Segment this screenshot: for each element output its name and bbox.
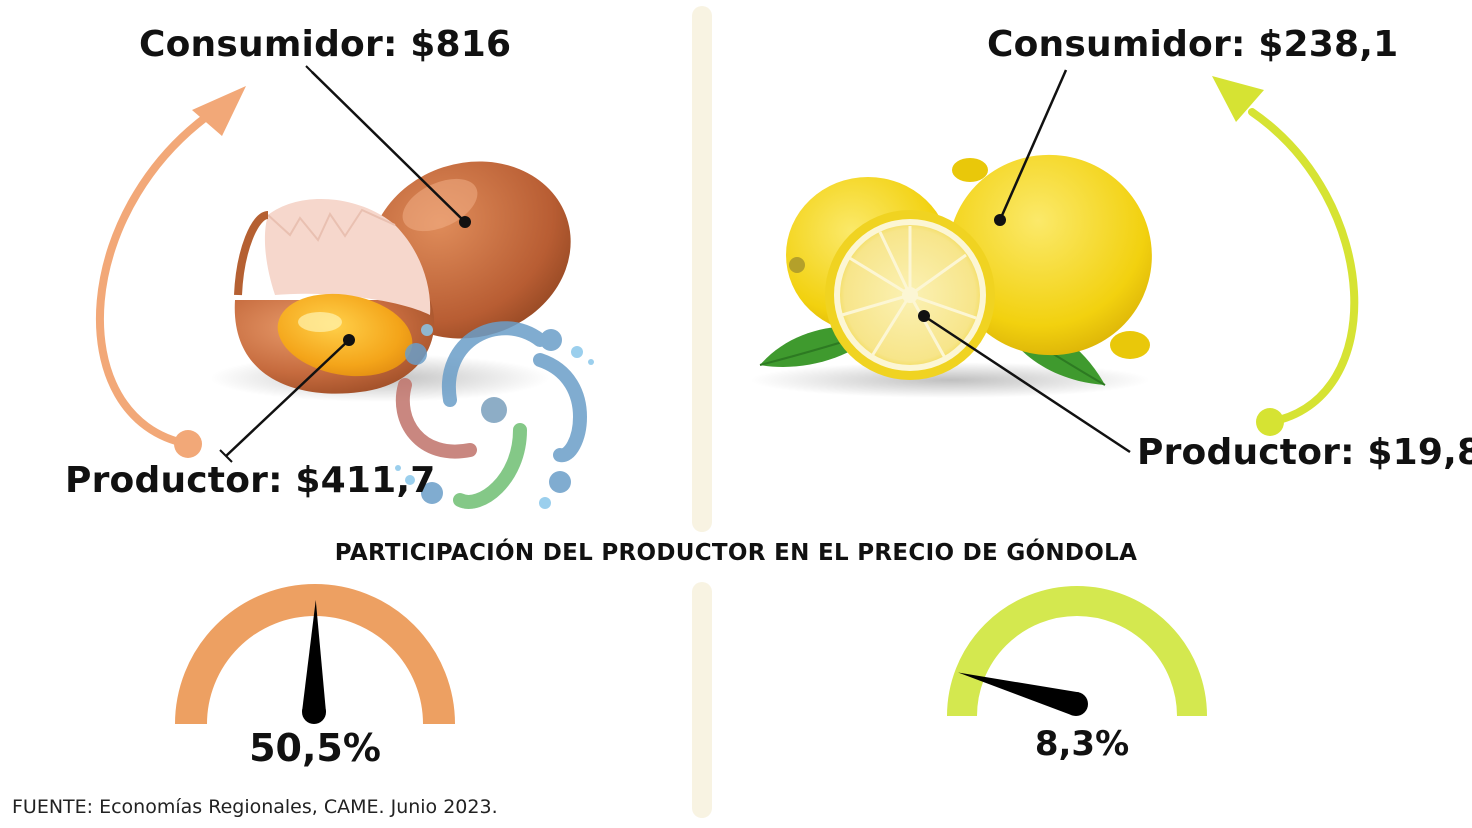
lemons-share-label: 8,3%	[1034, 724, 1130, 764]
curved-arrow-icon-eggs	[95, 86, 246, 458]
egg-pointer-lines	[219, 65, 471, 463]
gauge-icon-lemons	[947, 586, 1207, 717]
lemon-pointer-lines	[918, 69, 1131, 454]
eggs-consumer-price: Consumidor: $816	[139, 24, 512, 65]
eggs-producer-price: Productor: $411,7	[65, 460, 436, 501]
section-title: PARTICIPACIÓN DEL PRODUCTOR EN EL PRECIO…	[334, 540, 1138, 566]
curved-arrow-icon-lemons	[1212, 76, 1359, 436]
spiral-logo-watermark	[395, 321, 594, 509]
gauge-icon-eggs	[175, 584, 455, 725]
eggs-share-label: 50,5%	[249, 726, 381, 770]
divider-top	[692, 6, 712, 532]
lemon-illustration	[750, 154, 1152, 398]
lemons-producer-price: Productor: $19,8	[1137, 432, 1472, 473]
divider-bottom	[692, 582, 712, 818]
lemons-consumer-price: Consumidor: $238,1	[987, 24, 1399, 65]
illustration-layer	[95, 65, 1359, 509]
gauge-needle-lemons	[958, 672, 1088, 716]
gauge-needle-eggs	[302, 600, 326, 724]
source-note: FUENTE: Economías Regionales, CAME. Juni…	[12, 796, 498, 818]
